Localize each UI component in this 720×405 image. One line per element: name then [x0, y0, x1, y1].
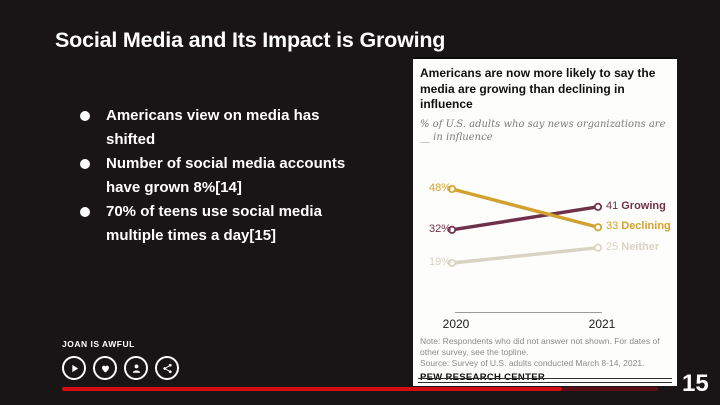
play-button[interactable]	[62, 356, 86, 380]
pew-chart-card: Americans are now more likely to say the…	[413, 57, 677, 386]
slope-line-declining	[451, 187, 599, 229]
series-name: Neither	[621, 240, 660, 253]
bullet-list: Americans view on media has shifted Numb…	[80, 104, 370, 248]
share-icon	[162, 363, 172, 373]
bullet-dot	[80, 207, 90, 217]
bullet-text: 70% of teens use social media multiple t…	[106, 203, 322, 244]
page-title: Social Media and Its Impact is Growing	[55, 28, 446, 52]
slope-line-growing	[451, 205, 599, 232]
value-label-2020-declining: 48%	[428, 182, 451, 194]
data-point	[447, 258, 457, 268]
bullet-dot	[80, 159, 90, 169]
value-number: 33	[606, 220, 619, 233]
x-tick-2020: 2020	[442, 317, 470, 331]
share-button[interactable]	[155, 356, 179, 380]
value-number: 25	[606, 240, 619, 253]
chart-title: Americans are now more likely to say the…	[420, 66, 656, 111]
page-number: 15	[682, 370, 709, 397]
chart-notes: Note: Respondents who did not answer not…	[420, 336, 670, 369]
value-label-2021-declining: 33 Declining	[606, 220, 671, 233]
chart-subtitle: % of U.S. adults who say news organizati…	[420, 118, 666, 143]
slope-chart	[447, 184, 603, 268]
value-number: 41	[606, 199, 619, 212]
series-name: Growing	[621, 199, 666, 212]
chart-source-text: Source: Survey of U.S. adults conducted …	[420, 358, 645, 368]
value-label-2021-neither: 25 Neither	[606, 241, 659, 254]
bullet-item: Number of social media accounts have gro…	[80, 152, 370, 200]
bullet-text: Americans view on media has shifted	[106, 107, 320, 148]
bullet-item: Americans view on media has shifted	[80, 104, 370, 152]
episode-title: JOAN IS AWFUL	[62, 339, 135, 349]
player-button-row	[62, 356, 179, 380]
value-label-2020-growing: 32%	[428, 222, 451, 235]
data-point	[447, 184, 457, 194]
profile-icon	[132, 363, 140, 373]
chart-footer-rule	[418, 378, 672, 383]
data-point	[593, 243, 603, 252]
x-tick-2021: 2021	[588, 317, 616, 331]
x-axis-line	[455, 312, 602, 313]
data-point	[593, 223, 603, 232]
progress-bar-elapsed	[62, 387, 562, 391]
progress-bar-remaining	[562, 387, 658, 391]
profile-button[interactable]	[124, 356, 148, 380]
value-label-2020-neither: 19%	[428, 256, 451, 268]
data-point	[447, 225, 457, 234]
data-point	[593, 202, 603, 211]
slope-line-neither	[451, 245, 599, 265]
chart-brand: PEW RESEARCH CENTER	[420, 372, 545, 383]
bullet-text: Number of social media accounts have gro…	[106, 155, 346, 196]
value-label-2021-growing: 41 Growing	[606, 200, 666, 213]
heart-icon	[101, 365, 109, 373]
bullet-item: 70% of teens use social media multiple t…	[80, 200, 370, 248]
bullet-dot	[80, 111, 90, 121]
series-name: Declining	[621, 220, 671, 233]
play-icon	[71, 364, 78, 372]
chart-note-text: Note: Respondents who did not answer not…	[420, 336, 660, 357]
like-button[interactable]	[93, 356, 117, 380]
